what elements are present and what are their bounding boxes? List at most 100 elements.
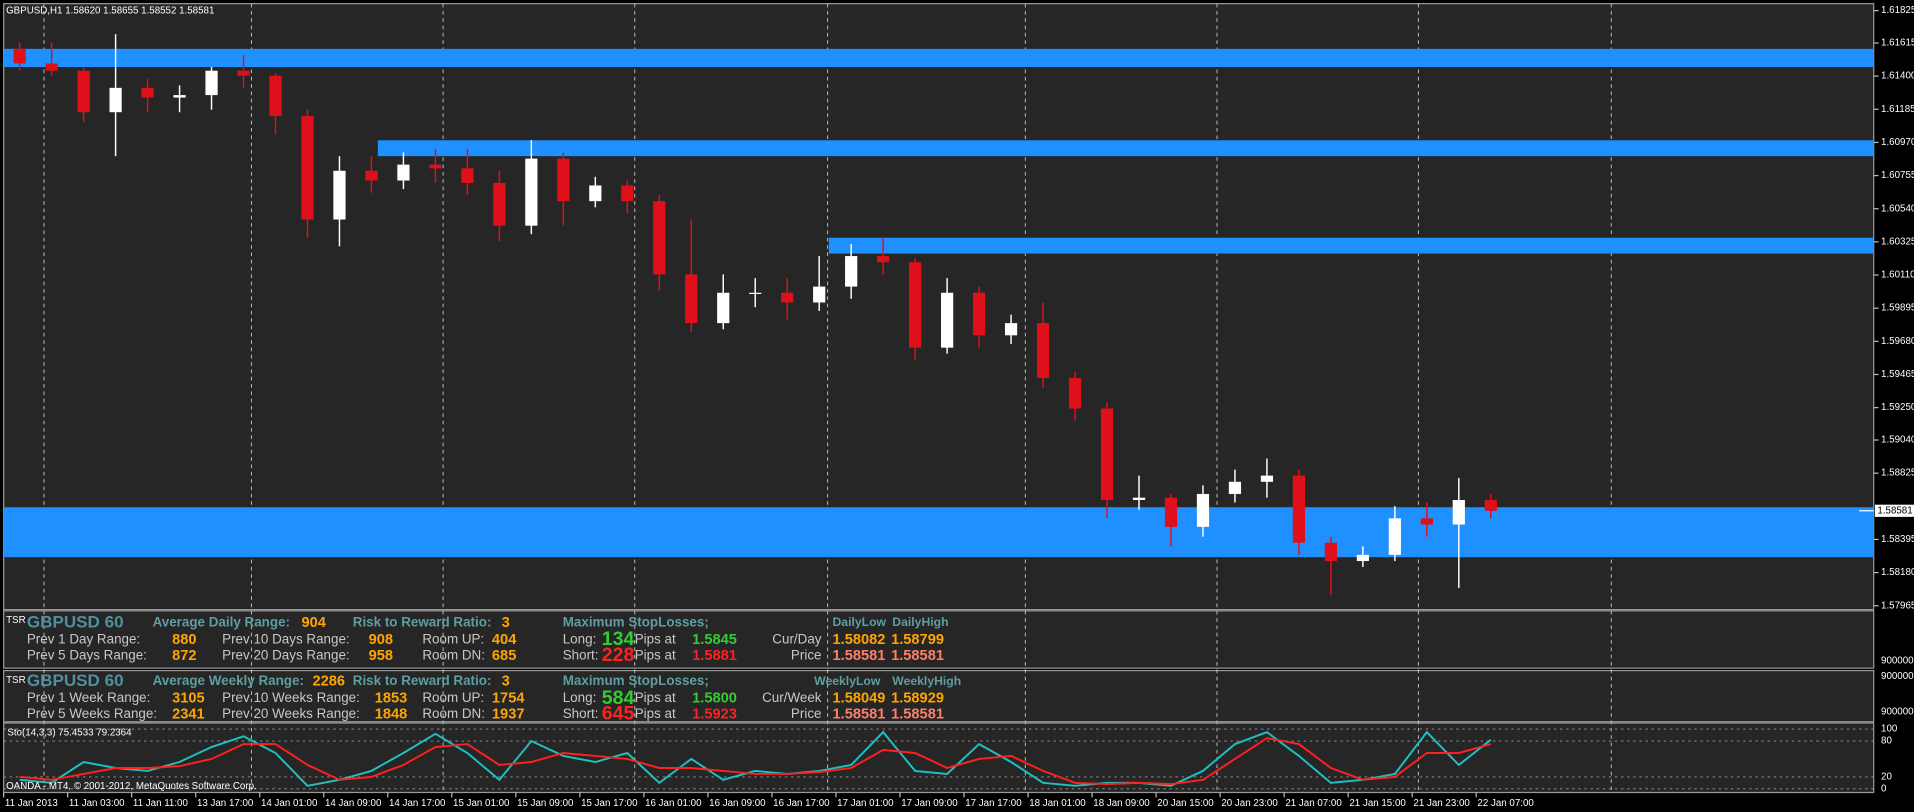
panel-dn-label: Room DN: — [422, 647, 485, 662]
zone — [3, 48, 1874, 68]
y-tick-label: 1.60755 — [1881, 170, 1914, 181]
y-tick-label: 1.58180 — [1881, 567, 1914, 578]
candle-body — [557, 158, 570, 202]
x-tick-label: 18 Jan 09:00 — [1093, 798, 1150, 809]
candle-body — [173, 95, 186, 98]
panel-cur-low: 1.58082 — [832, 632, 885, 648]
panel-price-low: 1.58581 — [832, 706, 885, 722]
y-tick-label: 100 — [1881, 724, 1898, 735]
panel-r20-label: Prev 20 Weeks Range: — [222, 706, 360, 721]
candle-body — [45, 63, 58, 71]
panel-r10: 908 — [369, 632, 393, 648]
y-tick-label: 1.61615 — [1881, 38, 1914, 49]
candle-body — [1484, 499, 1497, 511]
panel-sl-label: Maximum StopLosses; — [563, 673, 709, 688]
candle-body — [269, 75, 282, 116]
x-tick-label: 21 Jan 23:00 — [1413, 798, 1470, 809]
zone — [828, 237, 1874, 254]
x-tick-label: 11 Jan 2013 — [5, 798, 58, 809]
panel-r10-label: Prev 10 Weeks Range: — [222, 690, 360, 705]
x-tick-label: 16 Jan 01:00 — [645, 798, 702, 809]
panel-symbol: GBPUSD 60 — [27, 671, 124, 690]
panel-cur-low: 1.58049 — [832, 690, 885, 706]
panel-up-label: Room UP: — [422, 632, 484, 647]
candle-body — [461, 168, 474, 183]
candle-body — [301, 115, 314, 220]
panel-up: 404 — [492, 632, 517, 648]
panel-cur-high: 1.58799 — [891, 632, 944, 648]
panel-high-label: WeeklyHigh — [892, 674, 961, 688]
x-tick-label: 15 Jan 09:00 — [517, 798, 574, 809]
candle-body — [1100, 408, 1114, 500]
panel-r10: 1853 — [375, 690, 408, 706]
candle-body — [909, 262, 922, 348]
panel-range: 904 — [302, 615, 327, 631]
panel-tag: TSR — [6, 675, 26, 686]
panel-price-high: 1.58581 — [891, 706, 944, 722]
panel-short-label: Short: — [563, 647, 599, 662]
panel-tag: TSR — [6, 615, 26, 626]
candle-body — [972, 292, 986, 336]
panel-range-label: Average Daily Range: — [153, 615, 290, 630]
candle-body — [397, 164, 410, 181]
panel-range-label: Average Weekly Range: — [153, 673, 304, 688]
panel-long: 134 — [602, 628, 635, 650]
x-tick-label: 17 Jan 01:00 — [837, 798, 894, 809]
x-tick-label: 13 Jan 17:00 — [197, 798, 254, 809]
panel-rr-label: Risk to Reward Ratio: — [353, 673, 492, 688]
candle-body — [717, 292, 730, 324]
indicator-line — [19, 730, 1492, 787]
panel-long-label: Long: — [563, 690, 597, 705]
panel-r20-label: Prev 20 Days Range: — [222, 647, 350, 662]
indicator-title: Sto(14,3,3) 75.4533 79.2364 — [7, 727, 132, 738]
x-tick-label: 16 Jan 09:00 — [709, 798, 766, 809]
candle-body — [1196, 493, 1210, 527]
candle-body — [1452, 499, 1465, 525]
panel-up: 1754 — [492, 690, 525, 706]
y-tick-label: 80 — [1881, 736, 1892, 747]
panel-r1: 880 — [172, 632, 196, 648]
y-tick-label: 1.59040 — [1881, 435, 1914, 446]
panel-r1-label: Prev 1 Day Range: — [27, 632, 140, 647]
panel-r1: 3105 — [172, 690, 205, 706]
panel-low-label: DailyLow — [832, 615, 886, 629]
x-tick-label: 20 Jan 23:00 — [1221, 798, 1278, 809]
footer: OANDA - MT4, © 2001-2012, MetaQuotes Sof… — [6, 781, 257, 792]
candle-body — [941, 292, 954, 348]
x-tick-label: 21 Jan 15:00 — [1349, 798, 1406, 809]
panel-price-label: Price — [791, 647, 822, 662]
y-tick-label: 1.59250 — [1881, 402, 1914, 413]
candle-body — [749, 292, 762, 294]
candle-body — [237, 70, 250, 76]
panel-dn-label: Room DN: — [422, 706, 485, 721]
panel-pips2: Pips at — [635, 706, 676, 721]
candle-body — [877, 256, 890, 263]
current-price-label: 1.58581 — [1877, 505, 1912, 516]
candle-body — [621, 185, 634, 202]
candle-body — [1132, 497, 1146, 500]
candle-body — [493, 182, 506, 226]
panel-pips2: Pips at — [635, 647, 676, 662]
panel-r5: 872 — [172, 648, 196, 664]
x-tick-label: 18 Jan 01:00 — [1029, 798, 1086, 809]
panel-long-label: Long: — [563, 632, 597, 647]
zone — [377, 140, 1874, 157]
panel-r5: 2341 — [172, 706, 205, 722]
panel-r5-label: Prev 5 Days Range: — [27, 647, 147, 662]
candle-body — [1356, 554, 1369, 562]
panel-dn: 1937 — [492, 706, 525, 722]
x-tick-label: 14 Jan 09:00 — [325, 798, 382, 809]
y-tick-label: 1.61400 — [1881, 71, 1914, 82]
x-tick-label: 14 Jan 17:00 — [389, 798, 446, 809]
x-tick-label: 20 Jan 15:00 — [1157, 798, 1214, 809]
panel-price-high: 1.58581 — [891, 648, 944, 664]
panel-axis-label: 9000000 — [1881, 655, 1914, 666]
panel-short-price: 1.5881 — [692, 648, 737, 664]
panel-up-label: Room UP: — [422, 690, 484, 705]
candle-body — [13, 48, 26, 64]
panel-price-label: Price — [791, 706, 822, 721]
candle-body — [333, 170, 346, 220]
candle-body — [1164, 497, 1178, 527]
x-tick-label: 11 Jan 03:00 — [69, 798, 125, 809]
indicator-line — [19, 737, 1492, 786]
